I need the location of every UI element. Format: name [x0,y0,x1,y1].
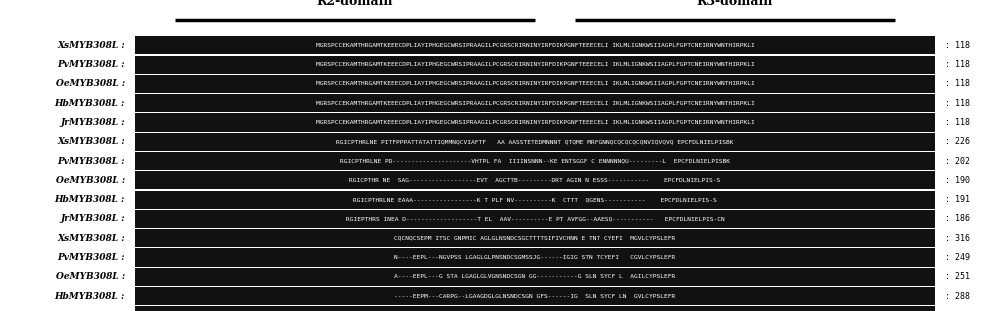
Text: A----EEPL---G STA LGAGLGLVGNSNDCSGN GG-----------G SLN SYCF L  AGILCYPSLEFR: A----EEPL---G STA LGAGLGLVGNSNDCSGN GG--… [394,274,676,279]
Text: RGICPTHR NE  SAG------------------EVT  AGCTTB---------DRT AGIN N ESSS-----------: RGICPTHR NE SAG------------------EVT AGC… [349,178,721,183]
Text: PvMYB308L :: PvMYB308L : [57,60,125,69]
Text: : 118: : 118 [945,80,970,88]
Text: N----EEPL---NGVPSS LGAGLGLPNSNDCSGMSSJG------IGIG STN TCYEFI   CGVLCYPSLEFR: N----EEPL---NGVPSS LGAGLGLPNSNDCSGMSSJG-… [394,255,676,260]
Text: : 118: : 118 [945,60,970,69]
Text: -----EEPM---CARPG--LGAAGDGLGLNSNDCSGN GFS------IG  SLN SYCF LN  GVLCYPSLEFR: -----EEPM---CARPG--LGAAGDGLGLNSNDCSGN GF… [394,294,676,299]
Text: : 251: : 251 [945,272,970,281]
Bar [135,133,935,151]
Text: MGRSPCCEKAMTHRGAMTKEEECDPLIAYIPHGEGCWRSIPRAAGILPCGRSCRIRNINYIRFDIKPGNFTEEECELI I: MGRSPCCEKAMTHRGAMTKEEECDPLIAYIPHGEGCWRSI… [316,62,754,67]
Text: PvMYB308L :: PvMYB308L : [57,253,125,262]
Text: HbMYB308L :: HbMYB308L : [55,99,125,108]
Text: PvMYB308L :: PvMYB308L : [57,157,125,165]
Text: MGRSPCCEKAMTHRGAMTKEEECDPLIAYIPHGEGCWRSIPRAAGILPCGRSCRIRNINYIRFDIKPGNFTEEECELI I: MGRSPCCEKAMTHRGAMTKEEECDPLIAYIPHGEGCWRSI… [316,43,754,48]
Text: R3-domain: R3-domain [697,0,773,8]
Text: : 316: : 316 [945,234,970,243]
Text: : 118: : 118 [945,99,970,108]
Bar [135,229,935,247]
Text: JrMYB308L :: JrMYB308L : [60,118,125,127]
Text: : 186: : 186 [945,215,970,223]
Text: RGIEPTHRS INEA D-------------------T EL  AAV----------E PT AVFGG--AAESQ---------: RGIEPTHRS INEA D-------------------T EL … [346,216,724,221]
Text: XsMYB308L :: XsMYB308L : [57,234,125,243]
Text: MGRSPCCEKAMTHRGAMTKEEECDPLIAYIPHGEGCWRSIPRAAGILPCGRSCRIRNINYIRFDIKPGNFTEEECELI I: MGRSPCCEKAMTHRGAMTKEEECDPLIAYIPHGEGCWRSI… [316,120,754,125]
Text: MGRSPCCEKAMTHRGAMTKEEECDPLIAYIPHGEGCWRSIPRAAGILPCGRSCRIRNINYIRFDIKPGNFTEEECELI I: MGRSPCCEKAMTHRGAMTKEEECDPLIAYIPHGEGCWRSI… [316,81,754,86]
Text: HbMYB308L :: HbMYB308L : [55,292,125,300]
Text: R2-domain: R2-domain [317,0,393,8]
Text: : 190: : 190 [945,176,970,185]
Bar [135,114,935,132]
Bar [135,56,935,74]
Text: JrMYB308L :: JrMYB308L : [60,215,125,223]
Bar [135,75,935,93]
Bar [135,152,935,170]
Text: OeMYB308L :: OeMYB308L : [56,176,125,185]
Text: HbMYB308L :: HbMYB308L : [55,195,125,204]
Text: MGRSPCCEKAMTHRGAMTKEEECDPLIAYIPHGEGCWRSIPRAAGILPCGRSCRIRNINYIRFDIKPGNFTEEECELI I: MGRSPCCEKAMTHRGAMTKEEECDPLIAYIPHGEGCWRSI… [316,101,754,106]
Text: : 118: : 118 [945,41,970,50]
Bar [135,191,935,209]
Text: CQCNQCSEPM ITSC GNPMIC AGLGLNSNDCSGCTTTTSIFIVCHNN E TNT CYEFI  MGVLCYPSLEFR: CQCNQCSEPM ITSC GNPMIC AGLGLNSNDCSGCTTTT… [394,236,676,241]
Bar [135,171,935,189]
Text: : 202: : 202 [945,157,970,165]
Bar [135,306,935,311]
Text: : 118: : 118 [945,118,970,127]
Bar [135,268,935,286]
Text: OeMYB308L :: OeMYB308L : [56,80,125,88]
Bar [135,36,935,54]
Text: XsMYB308L :: XsMYB308L : [57,41,125,50]
Text: : 191: : 191 [945,195,970,204]
Text: XsMYB308L :: XsMYB308L : [57,137,125,146]
Text: RGICPTHRLNE PITFPPPATTATATTIQMMNQCVIAFTF   AA AASSTETEDMNNNT QTQME MRFGNNQCQCQCQ: RGICPTHRLNE PITFPPPATTATATTIQMMNQCVIAFTF… [336,139,734,144]
Bar [135,210,935,228]
Text: RGICPTHRLNE PD---------------------VHTPL FA  IIIINSNNN--KE ENTSGGF C ENNNNNQU---: RGICPTHRLNE PD---------------------VHTPL… [340,159,730,164]
Bar [135,287,935,305]
Text: : 226: : 226 [945,137,970,146]
Text: RGICPTHRLNE EAAA-----------------K T PLF NV----------K  CTTT  QGENS-----------  : RGICPTHRLNE EAAA-----------------K T PLF… [353,197,717,202]
Bar [135,94,935,112]
Text: : 288: : 288 [945,292,970,300]
Text: : 249: : 249 [945,253,970,262]
Bar [135,248,935,267]
Text: OeMYB308L :: OeMYB308L : [56,272,125,281]
